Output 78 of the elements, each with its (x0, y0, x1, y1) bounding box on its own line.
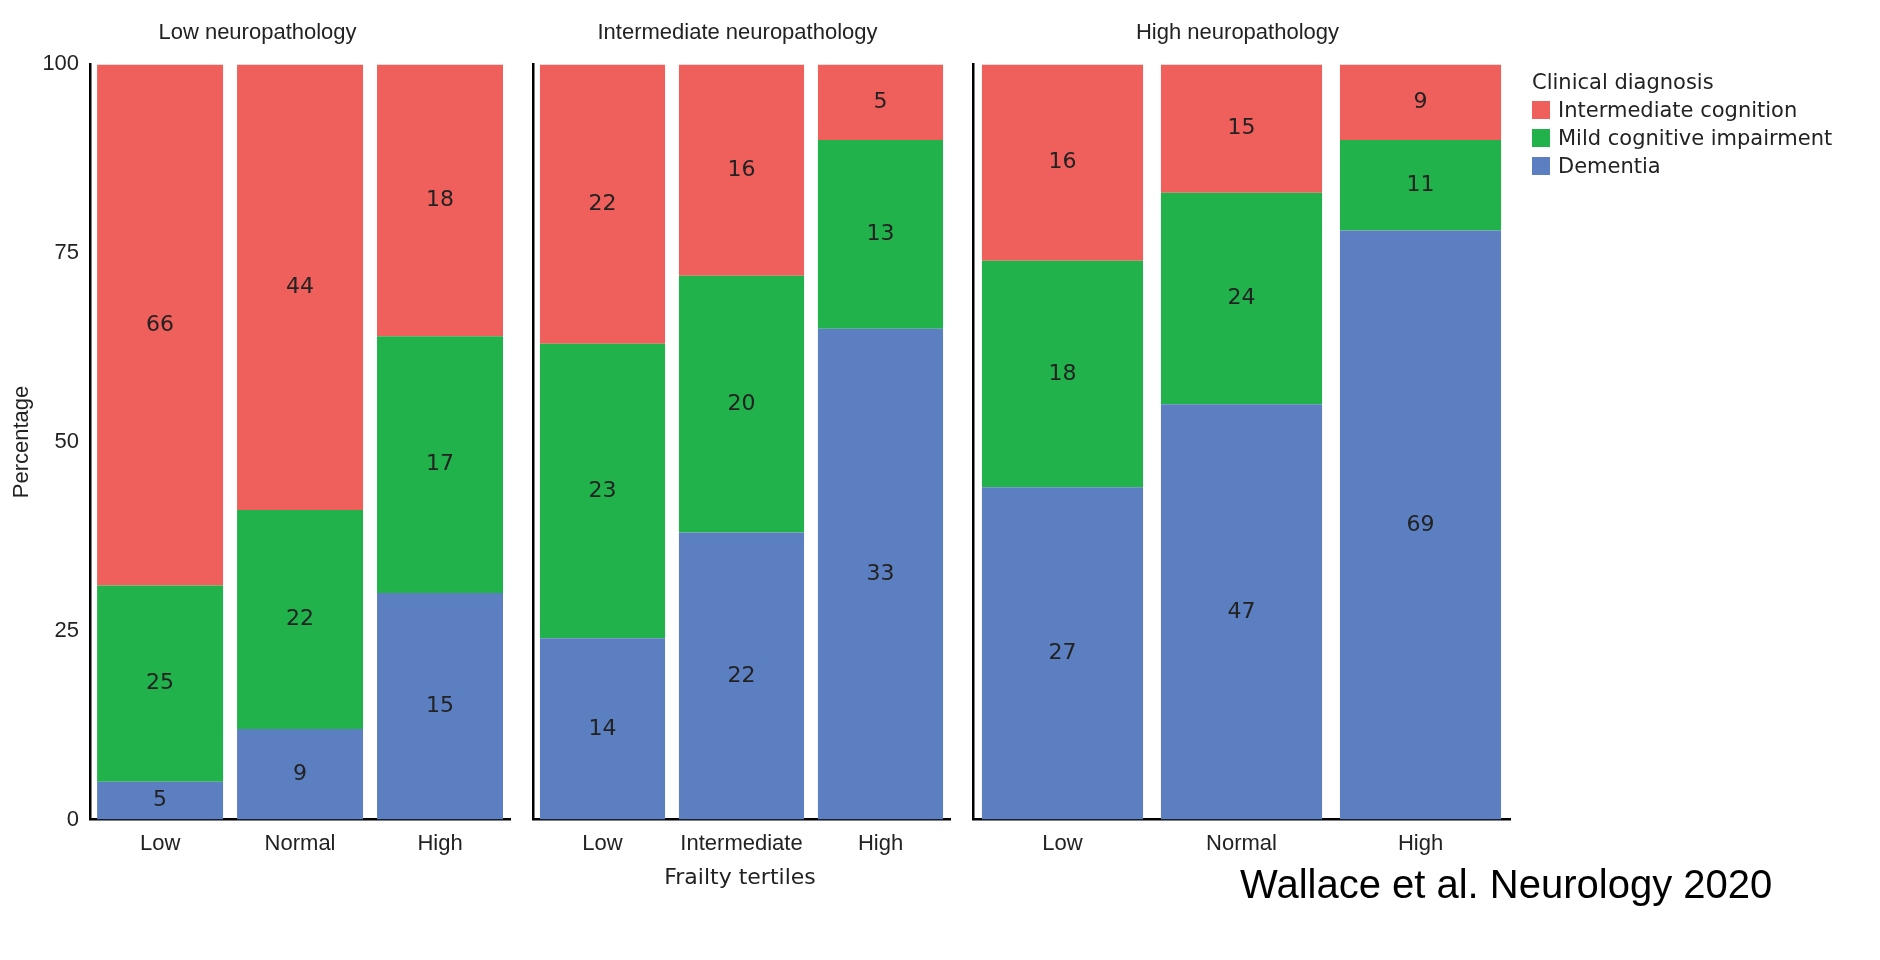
annotation: 23 (588, 476, 617, 502)
annotation: 22 (286, 605, 315, 631)
annotation: 33 (866, 559, 895, 585)
annotation: 17 (426, 450, 455, 476)
bar (1160, 192, 1323, 405)
bar (1339, 139, 1502, 231)
annotation: 9 (1413, 87, 1428, 113)
annotation: 20 (727, 389, 756, 415)
bar (817, 139, 944, 329)
chart-title: Intermediate neuropathology (597, 19, 878, 45)
x-tick-label: Low (139, 829, 181, 855)
annotation: 25 (146, 669, 175, 695)
bar (237, 728, 364, 820)
annotation: 13 (866, 220, 895, 246)
chart-title: High neuropathology (1135, 19, 1340, 45)
bar (237, 64, 364, 510)
annotation: 18 (426, 186, 455, 212)
annotation: 9 (293, 760, 308, 786)
y-tick-label: 0 (66, 805, 80, 831)
y-tick-label: 75 (54, 239, 80, 265)
legend-label: Intermediate cognition (1558, 98, 1798, 122)
bar (377, 336, 503, 594)
x-tick-label: Normal (1206, 829, 1277, 855)
x-axis-title: Frailty tertiles (663, 864, 817, 889)
legend-title: Clinical diagnosis (1532, 70, 1715, 94)
bar (678, 275, 805, 533)
y-tick-label: 100 (42, 50, 80, 76)
annotation: 47 (1227, 597, 1256, 623)
annotation: 15 (1227, 114, 1256, 140)
bar (97, 781, 224, 820)
annotation: 15 (426, 692, 455, 718)
bar (539, 343, 666, 639)
x-tick-label: High (417, 829, 463, 855)
x-tick-label: High (857, 829, 904, 855)
bar (97, 64, 224, 586)
bar (237, 509, 364, 729)
x-tick-label: Low (1042, 829, 1083, 855)
legend-label: Mild cognitive impairment (1558, 126, 1833, 150)
annotation: 16 (1048, 148, 1077, 174)
annotation: 44 (286, 272, 315, 298)
annotation: 5 (153, 786, 168, 812)
bar (817, 328, 944, 820)
bar (678, 64, 805, 276)
bar (97, 585, 224, 782)
bar (1160, 64, 1323, 193)
bar (377, 64, 503, 337)
bar (1160, 404, 1323, 820)
bar (539, 638, 666, 820)
legend-label: Dementia (1558, 154, 1661, 178)
bar (981, 487, 1144, 820)
bar (539, 64, 666, 344)
chart-title: Low neuropathology (158, 19, 357, 45)
y-axis-title: Percentage (8, 385, 34, 499)
text: Wallace et al. Neurology 2020 (1240, 862, 1773, 907)
x-tick-label: Normal (264, 829, 336, 855)
annotation: 16 (727, 155, 756, 181)
annotation: 18 (1048, 359, 1077, 385)
annotation: 22 (727, 661, 756, 687)
annotation: 5 (873, 87, 888, 113)
bar (1339, 64, 1502, 140)
bar (981, 64, 1144, 261)
x-tick-label: Low (582, 829, 623, 855)
annotation: 66 (146, 310, 175, 336)
annotation: 27 (1048, 639, 1077, 665)
bar (981, 260, 1144, 488)
x-tick-label: Intermediate (680, 829, 803, 855)
y-tick-label: 25 (54, 616, 80, 642)
bar (678, 532, 805, 820)
annotation: 22 (588, 189, 617, 215)
x-tick-label: High (1397, 829, 1444, 855)
bar (817, 64, 944, 140)
bar (377, 593, 503, 820)
annotation: 69 (1406, 510, 1435, 536)
y-tick-label: 50 (54, 428, 80, 454)
annotation: 14 (588, 714, 617, 740)
annotation: 11 (1406, 170, 1435, 196)
annotation: 24 (1227, 284, 1256, 310)
bar (1339, 230, 1502, 820)
